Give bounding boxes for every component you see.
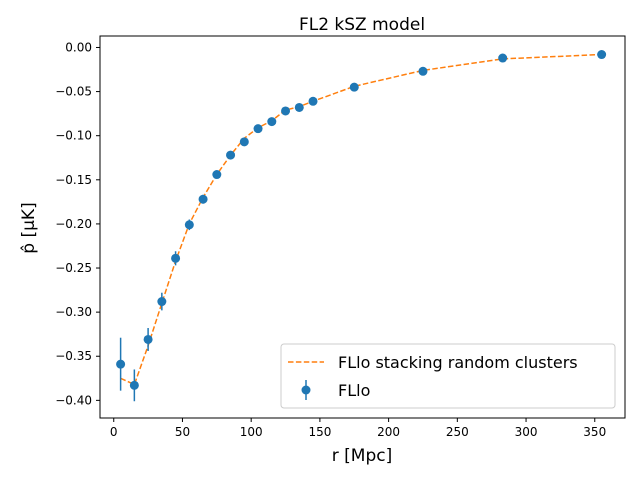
x-tick-label: 300 bbox=[515, 425, 538, 439]
data-point bbox=[212, 170, 222, 180]
y-axis-label: p̂ [μK] bbox=[19, 202, 39, 253]
data-point bbox=[239, 137, 249, 147]
legend-frame bbox=[280, 343, 616, 409]
legend-marker-swatch bbox=[301, 385, 311, 395]
series-points-group bbox=[116, 50, 607, 402]
data-point bbox=[253, 124, 263, 134]
data-point bbox=[184, 220, 194, 230]
legend-label-line: FLlo stacking random clusters bbox=[338, 353, 578, 372]
y-tick-label: −0.30 bbox=[55, 305, 92, 319]
y-tick-label: −0.15 bbox=[55, 173, 92, 187]
data-point bbox=[281, 106, 291, 116]
data-point bbox=[294, 102, 304, 112]
legend-label-points: FLlo bbox=[338, 381, 370, 400]
data-point bbox=[129, 380, 139, 390]
x-axis-label: r [Mpc] bbox=[332, 446, 392, 466]
y-tick-label: 0.00 bbox=[65, 40, 92, 54]
data-point bbox=[308, 96, 318, 106]
x-tick-label: 350 bbox=[583, 425, 606, 439]
x-tick-label: 200 bbox=[377, 425, 400, 439]
data-point bbox=[349, 82, 359, 92]
x-tick-label: 50 bbox=[175, 425, 190, 439]
x-tick-label: 0 bbox=[110, 425, 118, 439]
y-tick-label: −0.10 bbox=[55, 129, 92, 143]
axes-frame bbox=[99, 35, 626, 419]
data-point bbox=[418, 66, 428, 76]
y-tick-label: −0.25 bbox=[55, 261, 92, 275]
y-tick-label: −0.20 bbox=[55, 217, 92, 231]
data-point bbox=[597, 50, 607, 60]
y-axis-ticks: 0.00 −0.05 −0.10 −0.15 −0.20 −0.25 −0.30 −0.35 −… bbox=[55, 40, 100, 407]
x-tick-label: 250 bbox=[446, 425, 469, 439]
y-tick-label: −0.35 bbox=[55, 349, 92, 363]
data-point bbox=[143, 334, 153, 344]
x-tick-label: 150 bbox=[308, 425, 331, 439]
chart-title: FL2 kSZ model bbox=[299, 15, 425, 35]
data-point bbox=[116, 359, 126, 369]
plot-area bbox=[99, 35, 626, 419]
legend: FLlo stacking random clusters FLlo bbox=[280, 343, 616, 409]
data-point bbox=[157, 297, 167, 307]
data-point bbox=[498, 53, 508, 63]
y-tick-label: −0.05 bbox=[55, 85, 92, 99]
x-axis-ticks: 0 50 100 150 200 250 300 350 bbox=[110, 418, 606, 439]
data-point bbox=[226, 150, 236, 160]
data-point bbox=[171, 253, 181, 263]
y-tick-label: −0.40 bbox=[55, 393, 92, 407]
x-tick-label: 100 bbox=[240, 425, 263, 439]
data-point bbox=[267, 117, 277, 127]
data-point bbox=[198, 194, 208, 204]
